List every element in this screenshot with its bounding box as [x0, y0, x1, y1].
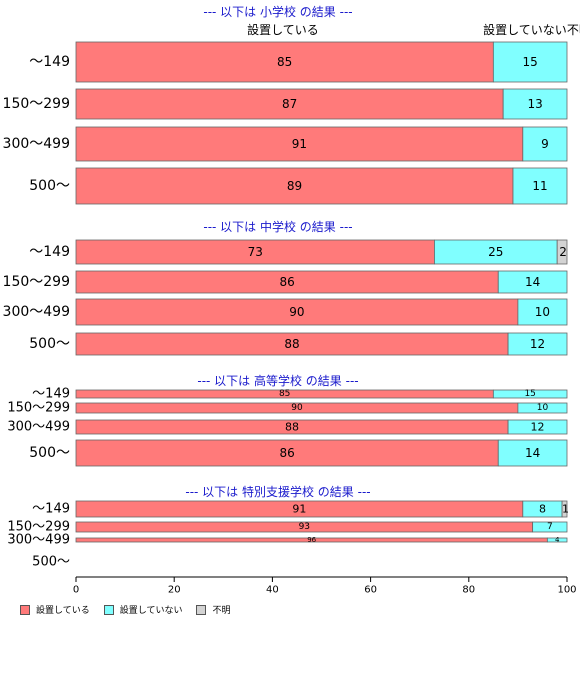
- column-header-installed: 設置している: [247, 22, 319, 37]
- data-label: 25: [488, 245, 503, 259]
- category-label: 500～: [29, 445, 70, 461]
- data-label: 93: [299, 522, 310, 532]
- data-label: 88: [284, 337, 299, 351]
- data-label: 86: [279, 275, 294, 289]
- bar-segment: [507, 332, 568, 356]
- data-label: 88: [285, 421, 299, 434]
- data-label: 9: [541, 137, 549, 151]
- data-label: 12: [530, 337, 545, 351]
- legend-label-installed: 設置している: [36, 606, 90, 616]
- bar-segment: [532, 521, 568, 533]
- bar-segment: [75, 298, 519, 326]
- bar-segment: [517, 402, 568, 414]
- data-label: 2: [559, 245, 567, 259]
- bar-segment: [75, 41, 494, 83]
- data-label: 12: [531, 421, 545, 434]
- x-tick-label: 20: [168, 585, 181, 596]
- bar-segment: [492, 389, 568, 399]
- category-label: ～149: [32, 387, 70, 402]
- x-tick-label: 0: [73, 585, 79, 596]
- data-label: 91: [292, 503, 306, 516]
- category-label: 150～299: [7, 520, 70, 535]
- legend-swatch-not-installed: [103, 604, 114, 615]
- bar-segment: [512, 167, 568, 205]
- legend-label-unknown: 不明: [212, 606, 231, 616]
- group-title: --- 以下は 中学校 の結果 ---: [203, 219, 352, 234]
- bar-segment: [507, 419, 568, 435]
- category-label: 500～: [29, 336, 70, 352]
- category-label: 500～: [29, 178, 70, 194]
- data-label: 73: [248, 245, 263, 259]
- data-label: 87: [282, 97, 297, 111]
- bar-segment: [75, 88, 504, 120]
- x-tick-label: 40: [266, 585, 279, 596]
- data-label: 7: [547, 522, 553, 532]
- legend-label-not-installed: 設置していない: [119, 606, 183, 616]
- legend-swatch-unknown: [196, 604, 207, 615]
- bar-segment: [492, 41, 568, 83]
- category-label: ～149: [29, 244, 70, 260]
- data-label: 13: [527, 97, 542, 111]
- data-label: 14: [525, 275, 540, 289]
- category-label: 300～499: [3, 136, 70, 152]
- data-label: 10: [537, 403, 549, 413]
- bar-segment: [75, 239, 435, 265]
- data-label: 85: [277, 55, 292, 69]
- legend-swatch-installed: [20, 604, 30, 615]
- data-label: 85: [279, 389, 290, 399]
- category-label: 150～299: [3, 96, 70, 112]
- x-tick-label: 100: [557, 585, 576, 596]
- category-label: ～149: [29, 54, 70, 70]
- category-label: 300～499: [7, 533, 70, 548]
- data-label: 15: [524, 389, 535, 399]
- data-label: 14: [525, 446, 540, 460]
- bar-segment: [75, 126, 524, 162]
- bar-segment: [546, 537, 568, 543]
- data-label: 10: [535, 305, 550, 319]
- category-label: 300～499: [7, 420, 70, 435]
- data-label: 89: [287, 179, 302, 193]
- data-label: 4: [555, 536, 560, 544]
- legend-item-not-installed: 設置していない: [103, 603, 183, 616]
- legend: 設置している 設置していない 不明: [20, 603, 230, 616]
- group-title: --- 以下は 高等学校 の結果 ---: [197, 373, 358, 388]
- data-label: 91: [292, 137, 307, 151]
- bar-segment: [556, 239, 568, 265]
- data-label: 90: [289, 305, 304, 319]
- x-tick-label: 80: [462, 585, 475, 596]
- data-label: 1: [562, 503, 569, 516]
- bar-segment: [561, 500, 568, 518]
- bar-segment: [75, 439, 499, 467]
- category-label: 150～299: [7, 401, 70, 416]
- bar-segment: [522, 126, 568, 162]
- bar-segment: [434, 239, 558, 265]
- group-title: --- 以下は 特別支援学校 の結果 ---: [185, 484, 370, 499]
- category-label: 500～: [32, 555, 70, 570]
- data-label: 8: [539, 503, 546, 516]
- data-label: 96: [307, 536, 316, 544]
- category-label: 150～299: [3, 274, 70, 290]
- bar-segment: [497, 439, 568, 467]
- legend-item-unknown: 不明: [196, 603, 230, 616]
- data-label: 86: [279, 446, 294, 460]
- bar-segment: [497, 270, 568, 294]
- data-label: 15: [523, 55, 538, 69]
- bar-segment: [75, 167, 514, 205]
- bar-segment: [502, 88, 568, 120]
- group-title: --- 以下は 小学校 の結果 ---: [203, 4, 352, 19]
- x-tick-label: 60: [364, 585, 377, 596]
- category-label: 300～499: [3, 304, 70, 320]
- data-label: 11: [532, 179, 547, 193]
- category-label: ～149: [32, 502, 70, 517]
- data-label: 90: [291, 403, 303, 413]
- legend-item-installed: 設置している: [20, 603, 90, 616]
- bar-segment: [517, 298, 568, 326]
